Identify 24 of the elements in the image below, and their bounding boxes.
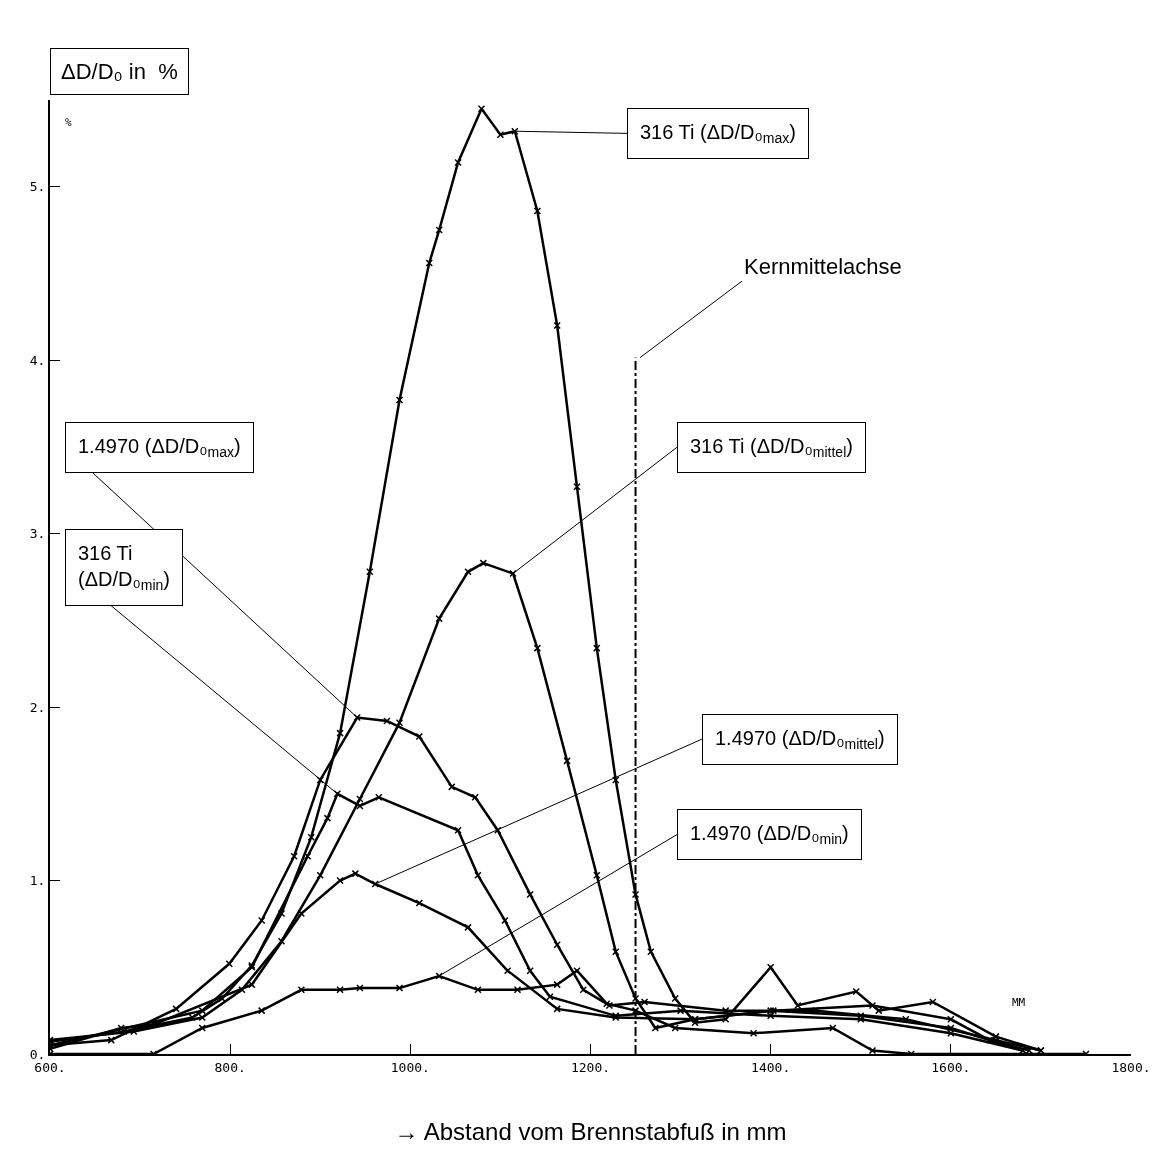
text: 1.4970 (ΔD/D₀$_{max}$): [78, 435, 241, 461]
y-tick-label: 0.: [29, 1046, 46, 1062]
y-tick-label: 5.: [29, 179, 46, 195]
text: 1.4970 (ΔD/D₀$_{min}$): [690, 822, 849, 848]
x-tick-label: 600.: [34, 1059, 66, 1075]
annotation: %: [65, 116, 72, 129]
text: 316 Ti (ΔD/D₀$_{mittel}$): [690, 435, 853, 461]
text: 316 Ti (ΔD/D₀$_{min}$): [78, 542, 170, 594]
text: 316 Ti (ΔD/D₀$_{max}$): [640, 121, 796, 147]
annotation: MM: [1012, 996, 1026, 1009]
y-tick-label: 3.: [29, 526, 46, 542]
text: 1.4970 (ΔD/D₀$_{mittel}$): [715, 727, 885, 753]
y-tick-label: 1.: [29, 873, 46, 889]
x-tick-label: 800.: [214, 1059, 246, 1075]
x-tick-label: 1200.: [570, 1059, 611, 1075]
x-tick-label: 1400.: [751, 1059, 791, 1075]
y-axis-title: ΔD/D₀ in %: [61, 59, 178, 84]
y-tick-label: 4.: [29, 352, 46, 368]
y-tick-label: 2.: [29, 699, 46, 715]
x-tick-label: 1600.: [931, 1059, 971, 1075]
x-axis-title: → Abstand vom Brennstabfuß in mm: [394, 1118, 787, 1146]
x-tick-label: 1800.: [1111, 1059, 1151, 1075]
x-tick-label: 1000.: [390, 1059, 430, 1075]
ref-line-label: Kernmittelachse: [744, 254, 902, 279]
